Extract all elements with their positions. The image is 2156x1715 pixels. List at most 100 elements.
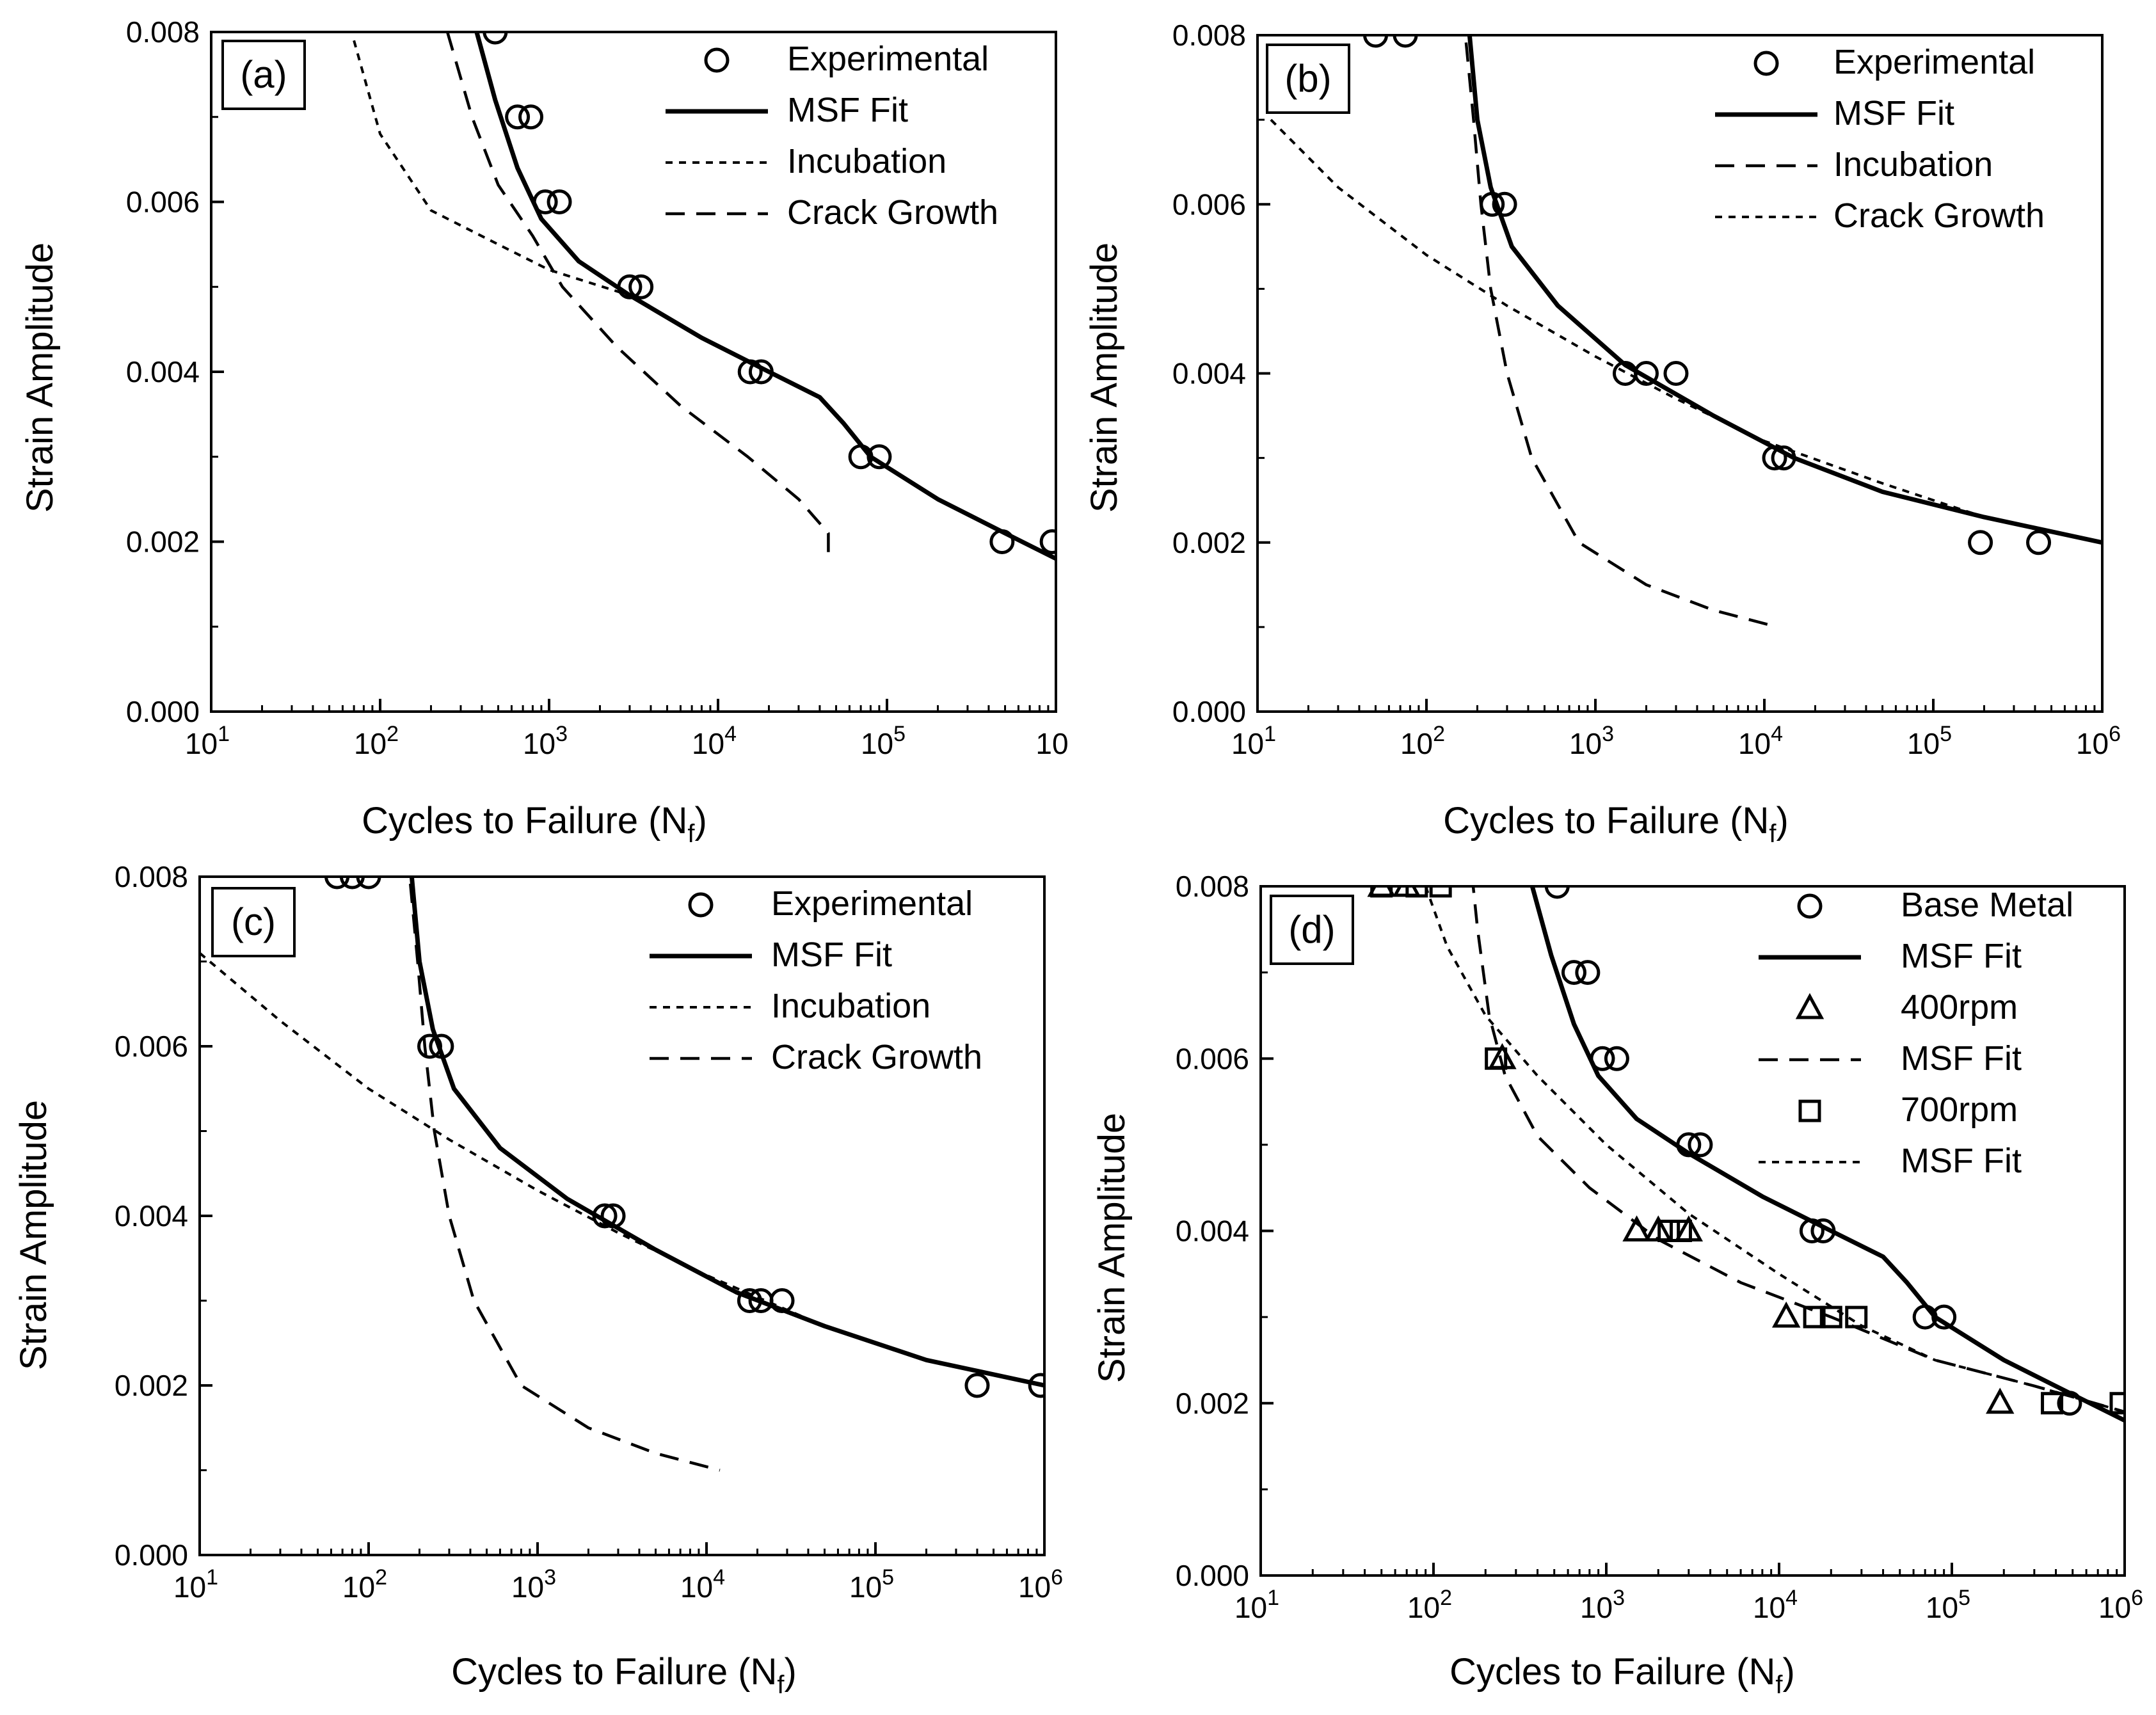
legend-label: MSF Fit (787, 91, 908, 129)
data-point-triangle (1771, 1301, 1801, 1328)
data-point-square (1657, 1220, 1681, 1242)
x-tick-label: 104 (1738, 722, 1783, 760)
data-point-circle (1688, 1132, 1713, 1158)
legend-label: 700rpm (1901, 1090, 2018, 1129)
x-tick-label: 105 (861, 722, 906, 760)
x-axis-title: Cycles to Failure (Nf) (1443, 800, 1789, 848)
data-point-circle (688, 892, 714, 918)
data-point-circle (518, 104, 544, 130)
y-tick-label: 0.004 (1176, 1215, 1249, 1248)
data-point-square (1845, 1305, 1868, 1328)
panel-tag: (d) (1288, 908, 1335, 951)
x-tick-label: 106 (2076, 722, 2121, 760)
legend-label: MSF Fit (1901, 937, 2022, 975)
plot-area (1270, 35, 2102, 629)
y-tick-label: 0.000 (115, 1538, 188, 1572)
x-tick-label: 101 (173, 1565, 218, 1604)
data-point-square (1669, 1220, 1692, 1242)
y-tick-label: 0.008 (1176, 870, 1249, 903)
y-axis-title: Strain Amplitude (19, 243, 61, 513)
y-tick-label: 0.002 (115, 1369, 188, 1402)
plot-area (1367, 886, 2125, 1423)
series-line-dash (445, 32, 830, 559)
y-axis-title: Strain Amplitude (1091, 1113, 1133, 1383)
data-point-circle (628, 274, 654, 299)
y-tick-label: 0.000 (126, 695, 200, 728)
data-point-square (1803, 1305, 1826, 1328)
panel-tag: (b) (1284, 57, 1331, 100)
data-point-circle (339, 877, 365, 889)
data-point-circle (1561, 960, 1586, 985)
x-tick-label: 101 (1234, 1586, 1279, 1624)
data-point-square (1485, 1047, 1508, 1070)
legend-label: Experimental (771, 884, 973, 923)
data-point-square (2109, 1392, 2125, 1415)
plot-area (353, 32, 1056, 561)
data-point-square (1798, 1099, 1821, 1122)
data-point-circle (1663, 361, 1689, 386)
data-point-circle (1604, 1046, 1629, 1071)
x-axis-title: Cycles to Failure (Nf) (1449, 1651, 1795, 1699)
x-axis-title: Cycles to Failure (Nf) (451, 1651, 797, 1699)
data-point-circle (505, 104, 531, 130)
x-tick-label: 102 (1400, 722, 1445, 760)
x-tick-label: 101 (1231, 722, 1276, 760)
data-point-square (1405, 886, 1428, 898)
series-line-dot (1270, 118, 2102, 544)
legend-label: Base Metal (1901, 886, 2073, 924)
y-tick-label: 0.000 (1176, 1559, 1249, 1592)
y-axis-title: Strain Amplitude (13, 1100, 54, 1370)
x-tick-label: 103 (1569, 722, 1614, 760)
plot-area (200, 877, 1044, 1472)
legend-label: MSF Fit (1901, 1142, 2022, 1180)
y-tick-label: 0.002 (1172, 526, 1246, 559)
panel-c: Cycles to Failure (Nf) Strain Amplitude … (13, 860, 1063, 1699)
series-line-solid (1529, 886, 2125, 1423)
data-point-circle (1797, 893, 1823, 919)
data-point-circle (1492, 191, 1517, 217)
data-point-triangle (1795, 993, 1825, 1019)
data-point-circle (1968, 530, 1993, 555)
panel-tag: (c) (231, 900, 276, 943)
x-tick-label: 103 (511, 1565, 556, 1604)
x-tick-label: 101 (185, 722, 230, 760)
plot-frame (210, 31, 1057, 713)
plot-frame (1256, 34, 2104, 713)
legend-label: 400rpm (1901, 988, 2018, 1026)
legend-label: Crack Growth (787, 193, 998, 232)
legend-label: MSF Fit (1901, 1039, 2022, 1078)
x-tick-label: 106 (2098, 1586, 2143, 1624)
y-tick-label: 0.002 (1176, 1387, 1249, 1420)
data-point-circle (356, 877, 381, 889)
x-tick-label: 105 (849, 1565, 894, 1604)
data-point-circle (1363, 35, 1389, 48)
y-tick-label: 0.006 (126, 186, 200, 219)
x-tick-label: 104 (692, 722, 737, 760)
panel-tag-box (1270, 895, 1354, 965)
y-tick-label: 0.006 (1172, 187, 1246, 221)
data-point-circle (1039, 529, 1056, 554)
data-point-circle (1544, 886, 1570, 899)
x-tick-label: 103 (523, 722, 568, 760)
data-point-square (1370, 886, 1393, 898)
y-tick-label: 0.008 (115, 860, 188, 893)
legend-label: Incubation (1833, 145, 1993, 184)
x-axis-title: Cycles to Failure (Nf) (362, 800, 707, 848)
y-tick-label: 0.006 (1176, 1042, 1249, 1075)
y-tick-label: 0.008 (1172, 19, 1246, 52)
panel-tag-box (221, 40, 306, 110)
x-tick-label: 104 (1753, 1586, 1798, 1624)
legend-label: Incubation (787, 142, 946, 180)
data-point-circle (483, 32, 508, 45)
y-tick-label: 0.004 (115, 1199, 188, 1232)
y-tick-label: 0.004 (1172, 357, 1246, 390)
data-point-circle (964, 1373, 990, 1398)
series-line-dot (353, 40, 1056, 560)
series-line-dot (200, 952, 1044, 1387)
data-point-triangle (1986, 1387, 2015, 1414)
y-tick-label: 0.008 (126, 15, 200, 49)
data-point-square (1429, 886, 1452, 898)
series-line-dash (408, 877, 721, 1472)
x-tick-label: 102 (354, 722, 399, 760)
